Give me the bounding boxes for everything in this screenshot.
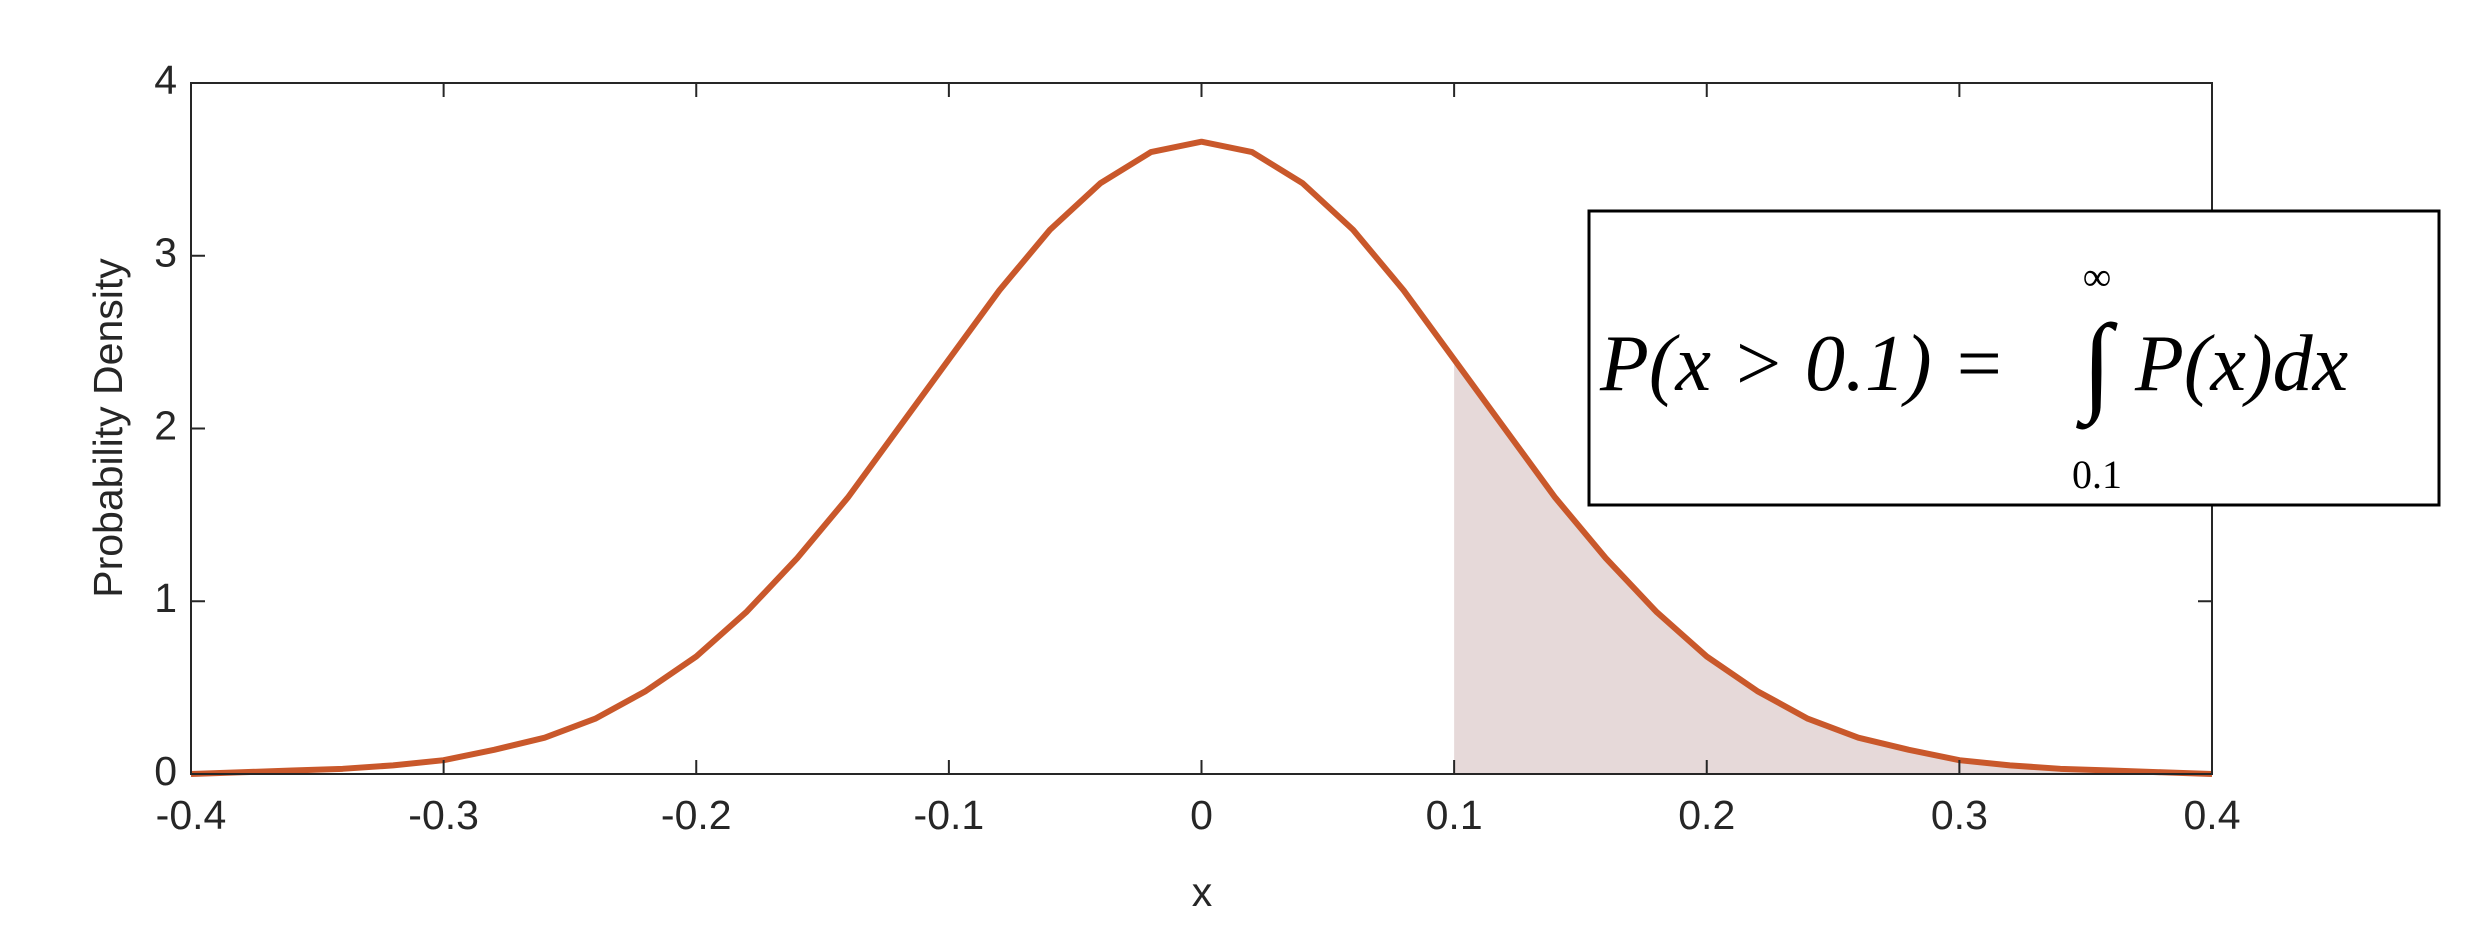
- x-tick-label: 0.3: [1931, 792, 1988, 838]
- plot-area: -0.4 -0.3 -0.2 -0.1 0 0.1 0.2 0.3 0.4 0 1 2 3 4: [154, 57, 2240, 838]
- y-tick-label: 0: [154, 748, 177, 794]
- x-tick-label: -0.1: [914, 792, 985, 838]
- y-tick-label: 1: [154, 575, 177, 621]
- y-tick-label: 3: [154, 230, 177, 276]
- lower-limit: 0.1: [2072, 452, 2122, 497]
- y-tick-label: 4: [154, 57, 177, 103]
- x-tick-label: 0.4: [2184, 792, 2241, 838]
- x-tick-label: -0.3: [408, 792, 479, 838]
- x-tick-label: -0.4: [156, 792, 227, 838]
- x-tick-label: 0.2: [1678, 792, 1735, 838]
- equation-box: P(x > 0.1) = ∫ ∞ 0.1 P(x)dx: [1587, 209, 2441, 507]
- density-curve: [190, 138, 2213, 777]
- equation-left: P(x > 0.1) =: [1599, 320, 2006, 408]
- x-tick-label: 0.1: [1426, 792, 1483, 838]
- upper-limit: ∞: [2083, 254, 2112, 299]
- y-axis-label: Probability Density: [85, 258, 131, 598]
- equation-right: P(x)dx: [2134, 320, 2348, 408]
- y-tick-label: 2: [154, 402, 177, 448]
- annotation-box: [1587, 209, 2441, 507]
- shaded-area: [1454, 359, 2212, 774]
- x-tick-label: 0: [1190, 792, 1213, 838]
- x-tick-label: -0.2: [661, 792, 732, 838]
- integral-sign: ∫: [2076, 302, 2118, 430]
- x-axis-label: x: [1192, 869, 1213, 915]
